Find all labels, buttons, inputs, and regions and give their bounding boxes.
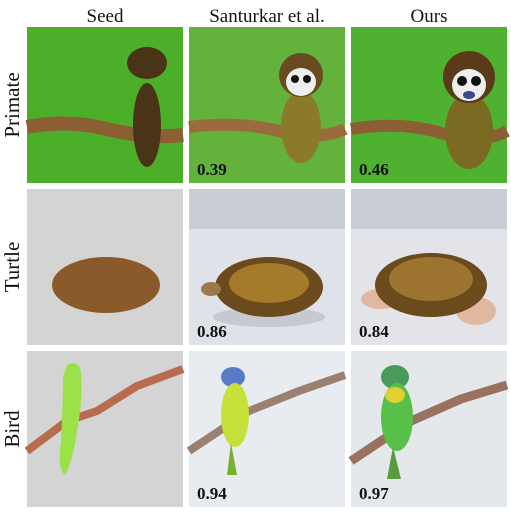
generated-image: 0.94 bbox=[186, 351, 347, 507]
row-label: Bird bbox=[0, 410, 24, 448]
score: 0.86 bbox=[197, 322, 227, 341]
score: 0.46 bbox=[359, 160, 389, 179]
row-label: Turtle bbox=[0, 242, 24, 293]
seed-image bbox=[24, 351, 185, 507]
column-header: Ours bbox=[411, 6, 448, 27]
column-header: Santurkar et al. bbox=[209, 6, 325, 27]
column-header: Seed bbox=[87, 6, 124, 27]
score: 0.94 bbox=[197, 484, 227, 503]
generated-image: 0.39 bbox=[188, 27, 348, 183]
generated-image: 0.97 bbox=[348, 351, 509, 507]
generated-image: 0.86 bbox=[189, 189, 345, 345]
score: 0.84 bbox=[359, 322, 389, 341]
seed-image bbox=[27, 189, 183, 345]
score: 0.97 bbox=[359, 484, 389, 503]
generated-image: 0.46 bbox=[350, 27, 510, 183]
score: 0.39 bbox=[197, 160, 227, 179]
row-label: Primate bbox=[0, 72, 24, 137]
seed-image bbox=[25, 27, 184, 183]
generated-image: 0.84 bbox=[351, 189, 507, 345]
